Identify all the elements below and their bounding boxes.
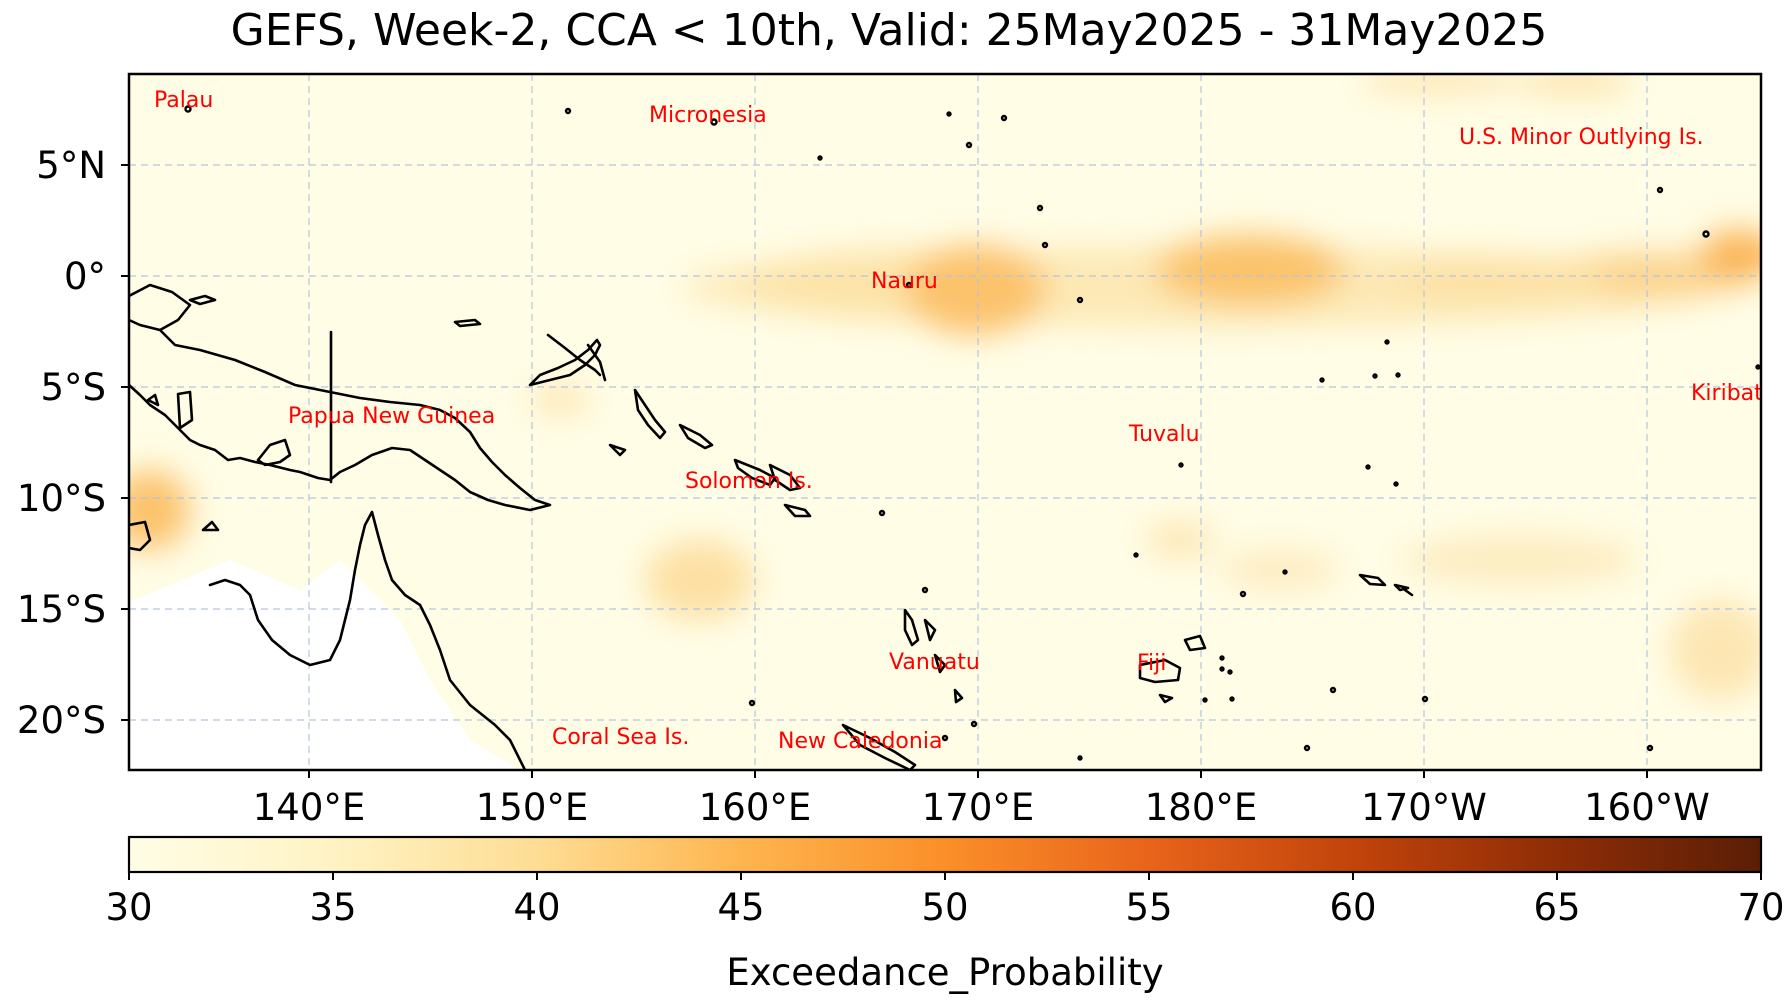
colorbar-tick-label: 35 [309,886,356,929]
no-data-area [129,560,520,770]
colorbar-label: Exceedance_Probability [726,951,1163,994]
place-label-fiji: Fiji [1137,651,1166,676]
colorbar-tick-label: 30 [105,886,152,929]
lon-tick-label: 170°W [1361,786,1487,829]
lat-tick-label: 20°S [17,699,106,742]
colorbar-tick-label: 70 [1737,886,1784,929]
map-title: GEFS, Week-2, CCA < 10th, Valid: 25May20… [231,5,1548,56]
colorbar: 30 35 40 45 50 55 60 65 70 Exceedance_Probabilit… [105,835,1785,994]
colorbar-tick-label: 65 [1533,886,1580,929]
map-area: Palau Micronesia U.S. Minor Outlying Is.… [129,74,1769,770]
lat-tick-label: 0° [64,255,106,298]
lon-tick-label: 150°E [476,786,589,829]
place-labels: Palau Micronesia U.S. Minor Outlying Is.… [154,88,1769,754]
place-label-kiribati: Kiribati [1691,381,1769,406]
colorbar-tick-label: 55 [1125,886,1172,929]
place-label-papua-new-guinea: Papua New Guinea [288,404,495,429]
lat-tick-label: 5°N [36,144,106,187]
colorbar-tick-label: 45 [717,886,764,929]
lat-tick-label: 5°S [40,366,106,409]
place-label-coral-sea-islands: Coral Sea Is. [552,725,689,750]
place-label-us-minor-outlying-islands: U.S. Minor Outlying Is. [1459,125,1704,150]
lat-tick-label: 10°S [17,477,106,520]
lon-tick-label: 140°E [253,786,366,829]
graticule [129,74,1761,770]
longitude-ticks: 140°E 150°E 160°E 170°E 180°E 170°W 160°… [253,770,1710,829]
lon-tick-label: 170°E [922,786,1035,829]
probability-field [129,74,1761,700]
map-frame [127,72,1763,772]
place-label-solomon-islands: Solomon Is. [685,469,813,494]
latitude-ticks: 5°N 0° 5°S 10°S 15°S 20°S [17,144,129,742]
lon-tick-label: 160°W [1584,786,1710,829]
place-label-tuvalu: Tuvalu [1128,422,1200,447]
coastlines [129,283,1414,770]
lon-tick-label: 160°E [699,786,812,829]
colorbar-tick-label: 40 [513,886,560,929]
place-label-nauru: Nauru [871,269,938,294]
place-label-new-caledonia: New Caledonia [778,729,942,754]
place-label-palau: Palau [154,88,213,113]
small-islands [184,105,1761,761]
colorbar-tick-label: 50 [921,886,968,929]
place-label-micronesia: Micronesia [649,103,767,128]
colorbar-ticks: 30 35 40 45 50 55 60 65 70 [105,872,1785,929]
lat-tick-label: 15°S [17,588,106,631]
colorbar-gradient [127,835,1763,874]
colorbar-tick-label: 60 [1329,886,1376,929]
place-label-vanuatu: Vanuatu [889,650,980,675]
lon-tick-label: 180°E [1145,786,1258,829]
